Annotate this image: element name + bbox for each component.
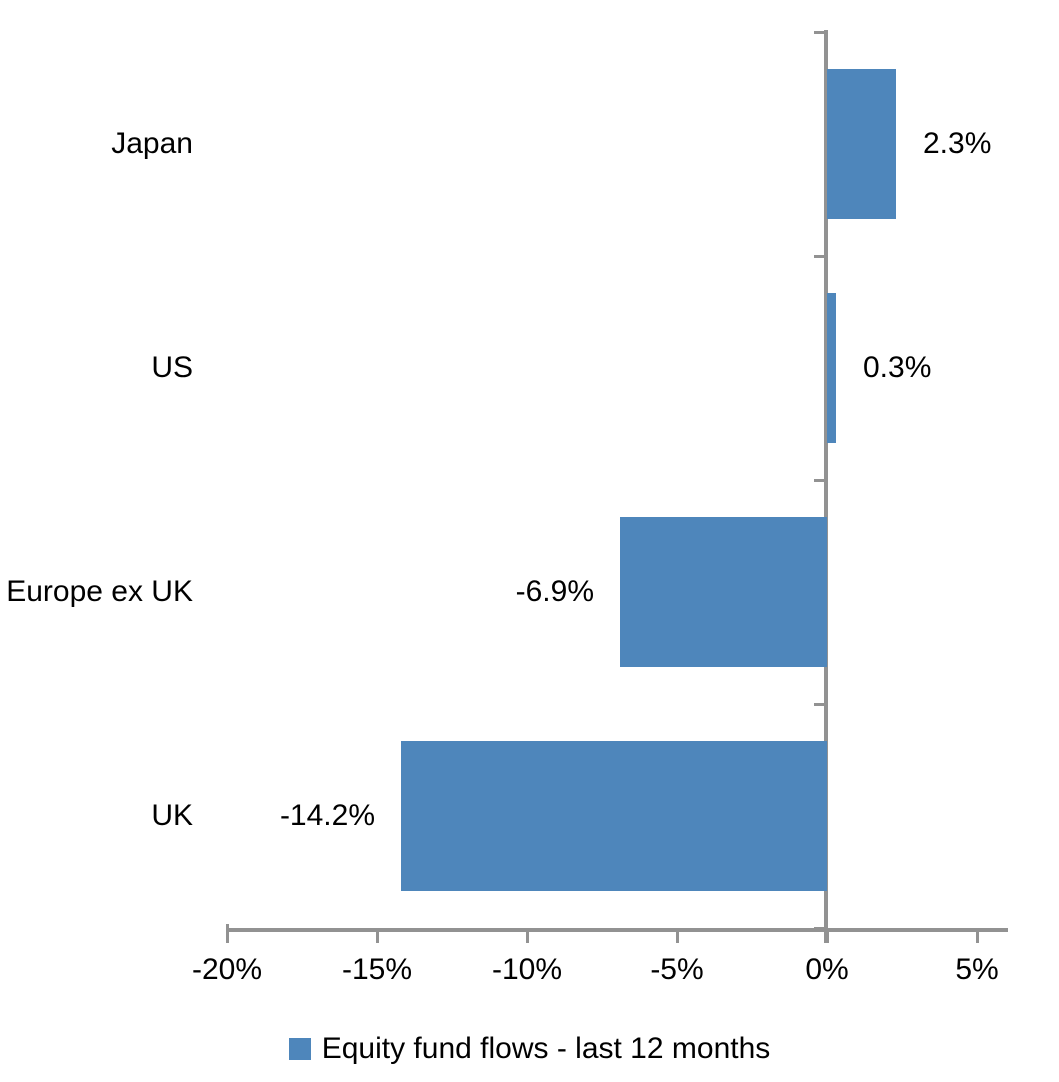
bar-value-label: 0.3% <box>863 351 932 384</box>
x-axis-tick <box>226 924 229 943</box>
bar <box>401 741 827 891</box>
category-boundary-tick <box>814 255 827 258</box>
x-axis-line <box>227 928 1008 932</box>
bar-value-label: -14.2% <box>279 799 375 832</box>
x-axis-tick <box>376 928 379 943</box>
x-axis-tick-label: -10% <box>491 953 563 986</box>
x-axis-tick <box>976 928 979 943</box>
x-axis-tick-label: -5% <box>650 953 704 986</box>
x-axis-tick-label: -15% <box>341 953 413 986</box>
bar <box>827 69 896 219</box>
category-label: UK <box>151 799 193 832</box>
bar-value-label: 2.3% <box>923 127 992 160</box>
x-axis-tick-label: 5% <box>955 953 999 986</box>
category-label: US <box>151 351 193 384</box>
y-axis-zero-line <box>824 30 828 943</box>
legend-label: Equity fund flows - last 12 months <box>321 1032 771 1065</box>
bar <box>620 517 827 667</box>
category-label: Europe ex UK <box>6 575 193 608</box>
x-axis-tick-label: 0% <box>805 953 849 986</box>
x-axis-tick <box>676 928 679 943</box>
legend: Equity fund flows - last 12 months <box>0 1026 1059 1072</box>
x-axis-tick <box>526 928 529 943</box>
category-boundary-tick <box>814 479 827 482</box>
category-boundary-tick <box>814 703 827 706</box>
category-boundary-tick <box>814 927 827 930</box>
bar <box>827 293 836 443</box>
category-boundary-tick <box>814 31 827 34</box>
bar-value-label: -6.9% <box>515 575 594 608</box>
legend-swatch-icon <box>288 1038 311 1060</box>
x-axis-tick <box>826 928 829 943</box>
x-axis-tick-label: -20% <box>191 953 263 986</box>
category-label: Japan <box>111 127 193 160</box>
